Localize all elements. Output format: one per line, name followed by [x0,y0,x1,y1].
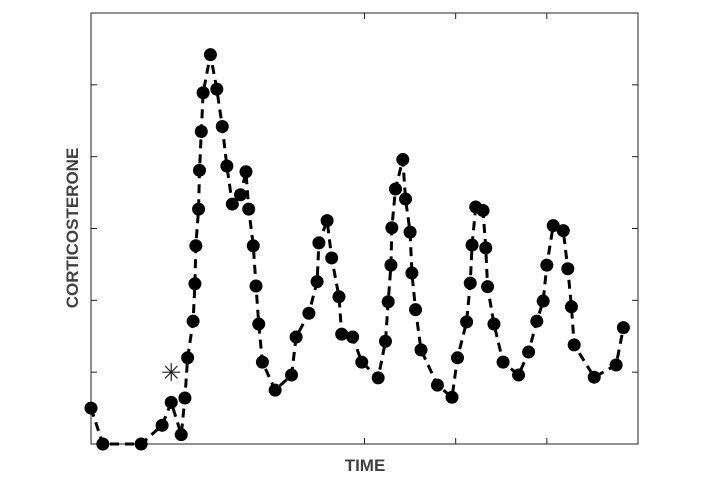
data-point [384,258,398,272]
data-point [371,371,385,385]
data-point [174,428,188,442]
data-point [463,276,477,290]
data-point [242,202,256,216]
data-point [302,306,316,320]
data-point [310,275,324,289]
data-point [192,163,206,177]
data-point [164,395,178,409]
data-point [540,258,554,272]
data-point [414,343,428,357]
y-axis-label: CORTICOSTERONE [63,148,82,309]
data-point [496,355,510,369]
data-point [252,317,266,331]
data-point [450,351,464,365]
data-point [181,351,195,365]
data-line [89,54,625,446]
data-point [381,295,395,309]
data-point [332,290,346,304]
data-point [196,86,210,100]
data-point [285,368,299,382]
data-point [249,279,263,293]
data-point [84,401,98,415]
data-point [215,119,229,133]
data-point [239,165,253,179]
data-point [445,390,459,404]
x-axis-label: TIME [345,456,386,475]
data-point [96,437,110,451]
data-point [465,238,479,252]
data-point [388,182,402,196]
data-point [268,383,282,397]
data-point [564,300,578,314]
data-point [512,368,526,382]
data-point [325,251,339,265]
data-point [320,214,334,228]
data-point [399,192,413,206]
data-point [289,330,303,344]
data-point [220,159,234,173]
data-point [246,239,260,253]
data-point [405,266,419,280]
data-point [430,378,444,392]
data-point [134,437,148,451]
data-point [312,236,326,250]
data-point [567,338,581,352]
data-point [409,303,423,317]
data-point [396,153,410,167]
data-point [186,314,200,328]
data-point [481,280,495,294]
data-point [385,221,399,235]
data-point [378,334,392,348]
data-point [335,327,349,341]
data-point [536,294,550,308]
data-point [556,224,570,238]
data-point [346,330,360,344]
data-point [203,48,217,62]
data-point [609,358,623,372]
data-point [234,188,248,202]
data-point [225,197,239,211]
data-point [460,315,474,329]
data-point [189,239,203,253]
data-point [476,204,490,218]
data-point [479,241,493,255]
data-point [210,82,224,96]
event-marker [164,365,178,379]
data-point [403,225,417,239]
data-point [255,355,269,369]
data-point [530,314,544,328]
data-point [546,219,560,233]
data-point [188,277,202,291]
data-point [587,370,601,384]
data-point [194,125,208,139]
data-point [355,355,369,369]
data-point [487,317,501,331]
data-point [561,262,575,276]
data-point [522,345,536,359]
data-point [192,202,206,216]
data-point [178,391,192,405]
data-point [616,321,630,335]
data-point [155,418,169,432]
